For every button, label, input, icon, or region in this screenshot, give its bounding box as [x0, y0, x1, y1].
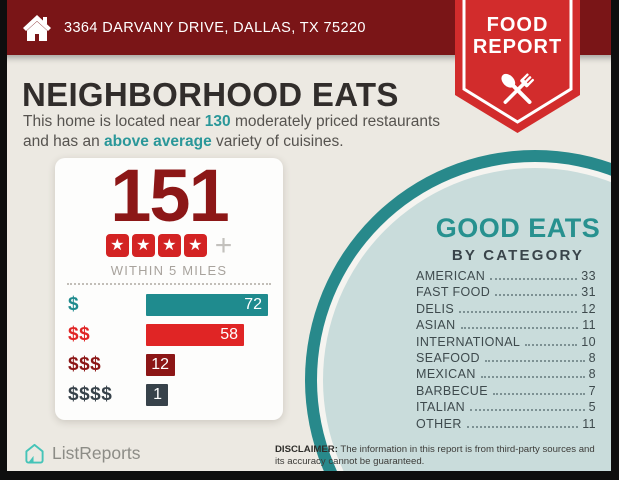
bar-row: $ 72	[55, 294, 283, 316]
category-value: 12	[581, 301, 596, 316]
bar-row: $$ 58	[55, 324, 283, 346]
stats-card: 151 ★ ★ ★ ★ + WITHIN 5 MILES $ 72 $$ 58 …	[55, 158, 283, 420]
star-icon: ★	[157, 234, 181, 257]
category-row: SEAFOOD 8	[416, 351, 596, 367]
restaurant-count: 130	[204, 113, 231, 130]
category-value: 10	[581, 334, 596, 349]
home-icon	[23, 14, 51, 41]
category-label: AMERICAN	[416, 269, 486, 283]
dotted-leader	[490, 278, 578, 280]
category-value: 8	[588, 350, 596, 365]
dotted-leader	[459, 310, 578, 313]
bar-value: 58	[220, 326, 238, 343]
intro-part2: moderately priced restaurants and has an	[23, 113, 441, 150]
intro-text: This home is located near 130 moderately…	[23, 112, 443, 151]
category-row: DELIS 12	[416, 302, 596, 318]
category-label: ASIAN	[416, 318, 456, 333]
category-row: BARBECUE 7	[416, 384, 596, 400]
bar: 12	[146, 354, 175, 376]
category-value: 11	[582, 318, 596, 333]
disclaimer-text: The information in this report is from t…	[275, 444, 595, 467]
dotted-leader	[495, 294, 578, 297]
total-count: 151	[110, 154, 229, 237]
bar-label: $$	[68, 324, 91, 345]
category-value: 7	[588, 383, 596, 398]
bar-value: 72	[244, 296, 262, 313]
listreports-icon	[25, 443, 44, 464]
plus-icon: +	[214, 229, 233, 262]
bar-row: $$$$ 1	[55, 384, 283, 406]
frame-edge-right	[611, 0, 619, 480]
category-label: BARBECUE	[416, 383, 488, 398]
good-eats-subtitle: BY CATEGORY	[451, 247, 585, 264]
dotted-leader	[466, 425, 579, 428]
category-row: FAST FOOD 31	[416, 285, 596, 301]
category-row: ASIAN 11	[416, 318, 596, 334]
bar: 72	[146, 294, 268, 316]
dotted-leader	[460, 327, 579, 330]
intro-part3: variety of cuisines.	[211, 132, 344, 150]
ribbon-title-line1: FOOD	[487, 14, 549, 36]
category-value: 33	[581, 269, 596, 283]
food-report-ribbon: FOOD REPORT	[455, 0, 580, 133]
category-row: ITALIAN 5	[416, 400, 596, 416]
bar-label: $	[68, 294, 80, 315]
address-text: 3364 DARVANY DRIVE, DALLAS, TX 75220	[64, 19, 366, 36]
star-icon: ★	[105, 234, 129, 257]
brand-name: ListReports	[52, 443, 141, 463]
frame-edge-bottom	[0, 471, 619, 480]
category-row: MEXICAN 8	[416, 367, 596, 383]
highlight-text: above average	[104, 132, 212, 150]
disclaimer: DISCLAIMER: The information in this repo…	[275, 444, 599, 468]
star-rating: ★ ★ ★ ★ +	[55, 229, 283, 262]
bar: 58	[146, 324, 244, 346]
disclaimer-label: DISCLAIMER:	[275, 444, 338, 455]
radius-caption: WITHIN 5 MILES	[110, 263, 228, 278]
bar-label: $$$$	[68, 384, 113, 405]
star-icon: ★	[183, 234, 207, 257]
dotted-leader	[492, 392, 585, 395]
category-row: INTERNATIONAL 10	[416, 335, 596, 351]
category-value: 31	[581, 285, 596, 300]
bar-row: $$$ 12	[55, 354, 283, 376]
bar-value: 12	[151, 356, 169, 373]
category-value: 8	[588, 367, 596, 382]
category-value: 5	[588, 400, 596, 415]
bar-value: 1	[153, 386, 162, 403]
dotted-divider	[67, 283, 271, 285]
bar-label: $$$	[68, 354, 102, 375]
ribbon-title-line2: REPORT	[473, 36, 562, 58]
category-row: AMERICAN 33	[416, 269, 596, 285]
dotted-leader	[470, 409, 585, 412]
category-label: INTERNATIONAL	[416, 334, 521, 349]
intro-part1: This home is located near	[23, 113, 205, 130]
category-row: OTHER 11	[416, 417, 596, 433]
category-label: SEAFOOD	[416, 350, 480, 365]
brand-logo: ListReports	[24, 443, 141, 464]
dotted-leader	[484, 359, 585, 362]
dotted-leader	[480, 376, 585, 379]
category-label: FAST FOOD	[416, 285, 491, 300]
category-label: MEXICAN	[416, 367, 476, 382]
dotted-leader	[525, 343, 578, 346]
page-title: NEIGHBORHOOD EATS	[22, 76, 399, 113]
category-label: DELIS	[416, 301, 455, 316]
utensils-icon	[501, 73, 535, 105]
category-value: 11	[582, 416, 596, 431]
category-label: OTHER	[416, 416, 462, 431]
bar: 1	[146, 384, 168, 406]
category-list: AMERICAN 33 FAST FOOD 31 DELIS 12 ASIAN 11 I…	[416, 269, 596, 433]
price-bar-chart: $ 72 $$ 58 $$$ 12 $$$$ 1	[55, 294, 283, 414]
star-icon: ★	[131, 234, 155, 257]
category-label: ITALIAN	[416, 400, 466, 415]
frame-edge-left	[0, 0, 7, 480]
good-eats-title: GOOD EATS	[435, 213, 601, 243]
